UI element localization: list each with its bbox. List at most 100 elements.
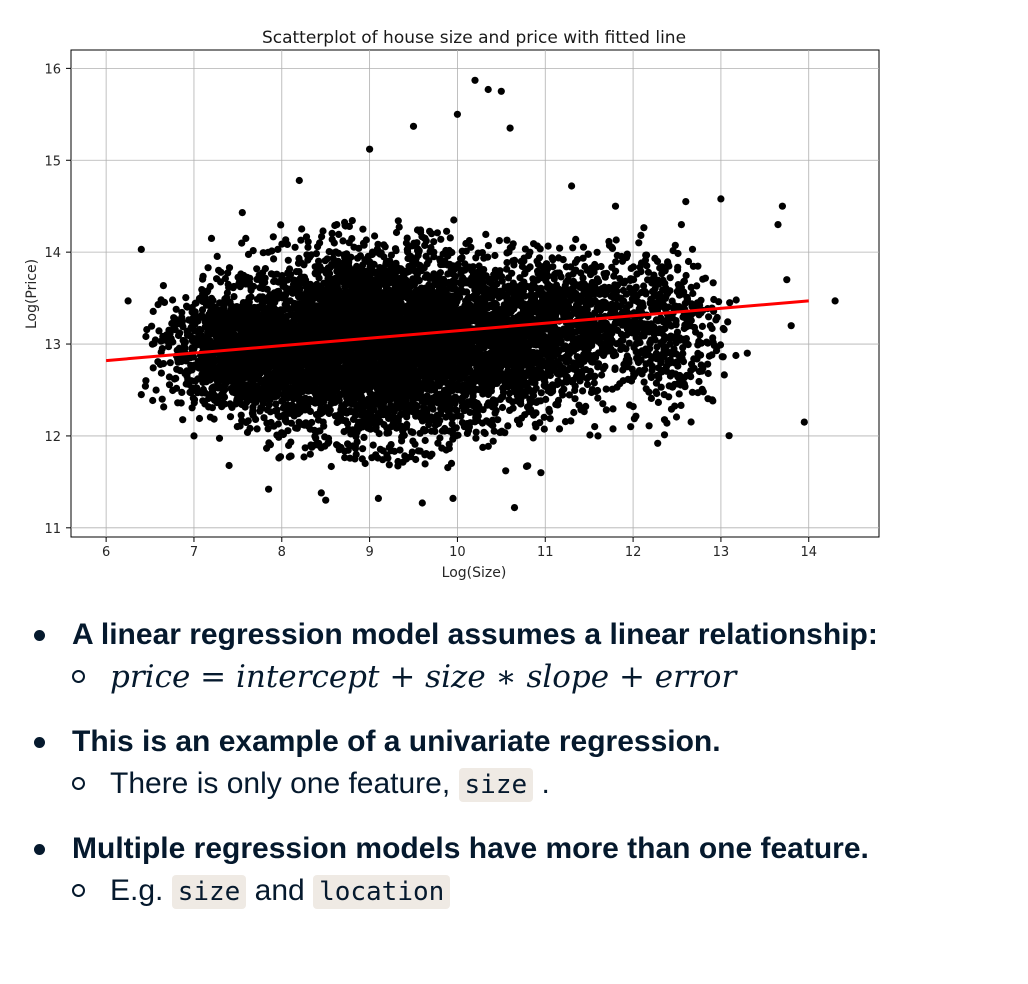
scatter-point bbox=[337, 406, 345, 414]
scatter-point bbox=[491, 251, 499, 260]
scatter-point bbox=[370, 293, 378, 301]
scatter-point bbox=[318, 233, 326, 241]
scatter-point bbox=[433, 229, 441, 237]
scatter-point bbox=[479, 443, 487, 451]
scatter-point bbox=[244, 417, 252, 425]
scatter-point bbox=[351, 387, 359, 395]
scatter-point bbox=[304, 311, 312, 319]
scatter-point bbox=[392, 323, 400, 331]
scatter-point bbox=[316, 263, 324, 271]
scatter-point bbox=[422, 237, 430, 245]
scatter-point bbox=[412, 275, 420, 283]
scatter-point bbox=[391, 394, 399, 402]
scatter-point bbox=[300, 369, 309, 377]
scatter-point bbox=[350, 315, 358, 323]
scatter-point bbox=[378, 304, 386, 312]
scatter-point bbox=[312, 250, 320, 258]
scatter-point bbox=[419, 414, 427, 422]
scatter-point bbox=[377, 249, 385, 257]
scatter-point bbox=[353, 272, 361, 280]
scatter-point bbox=[317, 444, 325, 452]
scatter-point bbox=[347, 430, 355, 438]
scatter-point bbox=[242, 234, 250, 242]
scatter-point bbox=[421, 427, 429, 435]
scatter-point bbox=[407, 428, 415, 436]
scatter-point bbox=[342, 314, 350, 322]
scatter-point bbox=[341, 294, 349, 302]
scatter-point bbox=[261, 278, 269, 286]
scatter-point bbox=[307, 292, 315, 300]
scatter-point bbox=[253, 265, 261, 273]
scatter-point bbox=[422, 406, 431, 414]
scatter-point bbox=[356, 349, 364, 357]
scatter-point bbox=[376, 388, 384, 396]
scatter-point bbox=[445, 444, 453, 453]
scatter-point bbox=[213, 252, 221, 260]
scatter-point bbox=[406, 283, 414, 292]
scatter-point bbox=[327, 462, 335, 471]
scatter-point bbox=[417, 226, 425, 234]
scatter-point bbox=[346, 266, 354, 274]
scatter-point bbox=[328, 229, 336, 237]
scatter-point bbox=[383, 451, 391, 459]
scatter-point bbox=[331, 221, 339, 230]
scatter-point bbox=[379, 292, 387, 300]
scatter-point bbox=[359, 445, 367, 453]
scatter-point bbox=[452, 424, 460, 432]
scatter-point bbox=[341, 222, 350, 230]
scatter-point bbox=[370, 321, 378, 329]
scatter-point bbox=[442, 246, 450, 255]
scatter-point bbox=[413, 296, 421, 304]
scatter-point bbox=[154, 301, 162, 309]
scatter-point bbox=[426, 227, 434, 235]
scatter-point bbox=[348, 235, 356, 243]
scatter-point bbox=[364, 383, 372, 391]
scatter-point bbox=[365, 271, 373, 279]
scatter-point bbox=[179, 416, 187, 424]
scatter-point bbox=[353, 262, 361, 270]
scatter-point bbox=[387, 441, 395, 449]
scatter-point bbox=[371, 374, 379, 382]
scatter-point bbox=[421, 460, 429, 468]
scatter-point bbox=[284, 256, 292, 264]
scatter-point bbox=[403, 234, 411, 242]
scatter-point bbox=[395, 223, 403, 231]
scatter-point bbox=[158, 395, 166, 403]
scatter-point bbox=[348, 364, 356, 373]
scatter-point bbox=[359, 401, 367, 409]
scatter-point bbox=[344, 381, 352, 389]
scatter-point bbox=[334, 257, 342, 265]
scatter-point bbox=[352, 294, 360, 302]
scatter-point bbox=[226, 413, 235, 421]
scatter-point bbox=[244, 250, 253, 258]
scatter-point bbox=[410, 239, 418, 247]
scatter-point bbox=[353, 428, 361, 436]
scatter-point bbox=[355, 244, 363, 252]
scatter-point bbox=[403, 420, 411, 429]
scatter-point bbox=[267, 270, 275, 278]
scatter-point bbox=[373, 380, 381, 388]
scatter-point bbox=[355, 418, 363, 426]
scatter-point bbox=[386, 301, 394, 309]
scatter-point bbox=[297, 236, 305, 244]
scatter-points bbox=[124, 76, 839, 512]
scatter-point bbox=[367, 260, 375, 269]
scatter-point bbox=[398, 432, 407, 441]
scatter-point bbox=[458, 419, 466, 427]
scatter-point bbox=[360, 307, 368, 315]
scatter-point bbox=[308, 443, 316, 451]
scatter-point bbox=[330, 239, 338, 247]
scatter-point bbox=[276, 453, 285, 461]
scatter-point bbox=[344, 440, 352, 448]
scatter-point bbox=[408, 448, 416, 456]
scatter-point bbox=[268, 247, 276, 255]
scatter-point bbox=[298, 225, 306, 233]
scatter-point bbox=[454, 431, 462, 439]
scatter-point bbox=[385, 317, 393, 325]
scatter-point bbox=[423, 271, 431, 279]
scatter-point bbox=[357, 367, 365, 375]
scatter-point bbox=[374, 400, 382, 408]
scatter-point bbox=[417, 366, 426, 374]
scatter-point bbox=[143, 326, 151, 334]
scatter-point bbox=[446, 234, 454, 242]
